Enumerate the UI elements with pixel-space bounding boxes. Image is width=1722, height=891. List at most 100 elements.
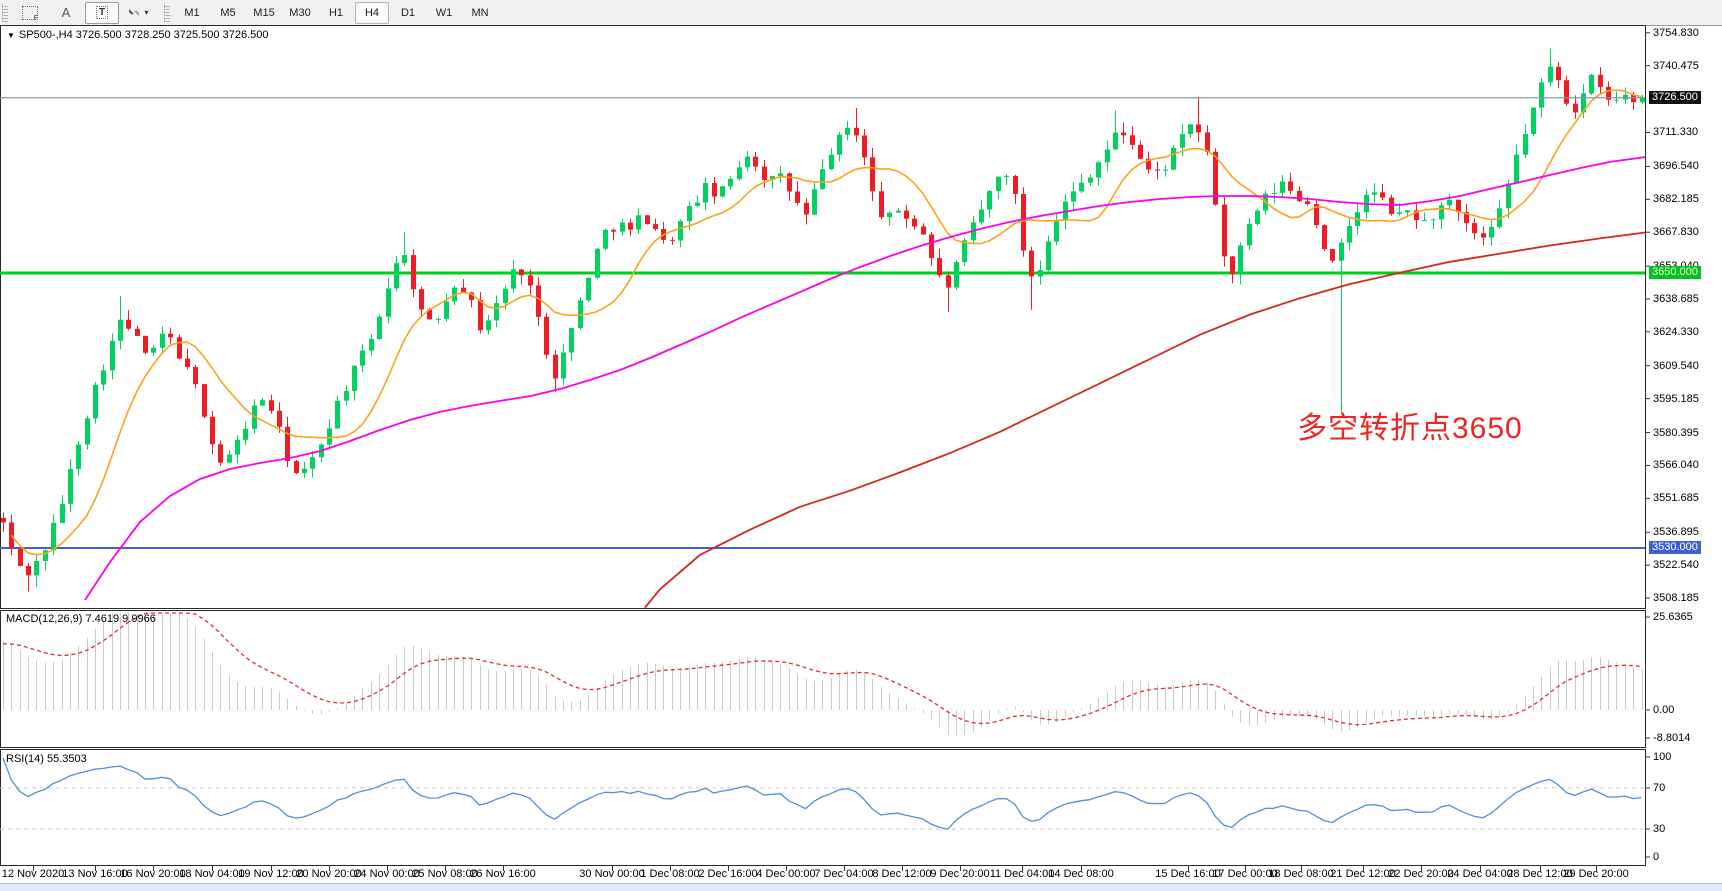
bear-candle	[1314, 204, 1319, 226]
date-tick: 28 Dec 12:00	[1507, 868, 1573, 880]
bull-candle	[737, 167, 742, 179]
bull-candle	[770, 176, 775, 180]
bull-candle	[1614, 99, 1619, 101]
rsi-label: RSI(14) 55.3503	[6, 753, 87, 765]
toolbar-grip[interactable]	[2, 3, 8, 22]
chart-title[interactable]: ▼ SP500-,H4 3726.500 3728.250 3725.500 37…	[7, 29, 268, 41]
bear-candle	[1481, 233, 1486, 238]
bear-candle	[269, 400, 274, 411]
date-tick: 30 Nov 00:00	[579, 868, 645, 880]
bear-candle	[1029, 250, 1034, 277]
chart-dropdown-icon[interactable]: ▼	[7, 31, 15, 40]
bull-candle	[151, 347, 156, 353]
bull-candle	[620, 222, 625, 232]
bull-candle	[1589, 74, 1594, 94]
text-label-icon: T	[95, 6, 109, 19]
bull-candle	[1088, 177, 1093, 183]
bull-candle	[1004, 175, 1009, 177]
arrows-icon	[129, 9, 140, 16]
bear-candle	[519, 269, 524, 276]
date-tick: 26 Nov 16:00	[470, 868, 536, 880]
timeframe-button-m5[interactable]: M5	[220, 6, 236, 19]
bull-candle	[720, 186, 725, 197]
bear-candle	[419, 289, 424, 310]
price-tick: 3522.540	[1653, 559, 1699, 572]
text-tool-button[interactable]: A	[49, 2, 83, 24]
bull-candle	[235, 439, 240, 455]
bear-candle	[461, 287, 466, 293]
bear-candle	[277, 410, 282, 427]
timeframe-button-d1[interactable]: D1	[400, 6, 416, 19]
bear-candle	[670, 239, 675, 241]
bull-candle	[778, 173, 783, 177]
bear-candle	[1414, 210, 1419, 221]
date-tick: 17 Dec 00:00	[1212, 868, 1278, 880]
price-tick: 3638.685	[1653, 292, 1699, 305]
bear-candle	[469, 292, 474, 301]
bull-candle	[1523, 133, 1528, 155]
bear-candle	[1472, 223, 1477, 234]
timeframe-button-h1[interactable]: H1	[328, 6, 344, 19]
price-tick: 3667.830	[1653, 226, 1699, 239]
bear-candle	[879, 191, 884, 218]
bull-candle	[494, 303, 499, 321]
timeframe-button-mn[interactable]: MN	[471, 6, 489, 19]
timeframe-button-m30[interactable]: M30	[289, 6, 311, 19]
bull-candle	[1079, 182, 1084, 192]
bull-candle	[687, 205, 692, 222]
bull-candle	[636, 215, 641, 230]
macd-axis-tick: 25.6365	[1653, 611, 1693, 623]
timeframe-button-m15[interactable]: M15	[253, 6, 275, 19]
bull-candle	[1054, 220, 1059, 242]
price-tick: 3754.830	[1653, 26, 1699, 39]
bull-candle	[444, 301, 449, 319]
date-tick: 14 Dec 08:00	[1048, 868, 1114, 880]
bull-candle	[1339, 242, 1344, 261]
price-tick: 3508.185	[1653, 592, 1699, 604]
fibonacci-tool-button[interactable]: F	[13, 2, 47, 24]
bull-candle	[101, 370, 106, 385]
bear-candle	[912, 218, 917, 227]
bear-candle	[478, 300, 483, 331]
bull-candle	[352, 365, 357, 391]
level-price-tag: 3530.000	[1649, 541, 1701, 554]
shapes-tool-button[interactable]: ▾	[121, 2, 155, 24]
bull-candle	[327, 428, 332, 445]
bull-candle	[503, 288, 508, 304]
bull-candle	[1280, 181, 1285, 193]
timeframe-button-h4[interactable]: H4	[355, 1, 389, 24]
price-tick: 3624.330	[1653, 325, 1699, 338]
chart-annotation[interactable]: 多空转折点3650	[1297, 412, 1523, 445]
price-tick: 3536.895	[1653, 526, 1699, 539]
fibonacci-icon: F	[22, 5, 38, 22]
bear-candle	[1631, 94, 1636, 103]
toolbar-grip-2[interactable]	[164, 3, 170, 22]
timeframe-button-w1[interactable]: W1	[435, 6, 453, 19]
price-tick: 3551.685	[1653, 492, 1699, 505]
price-tick: 3595.185	[1653, 392, 1699, 405]
bull-candle	[603, 229, 608, 249]
timeframe-button-m1[interactable]: M1	[184, 6, 200, 19]
bull-candle	[1113, 132, 1118, 150]
bear-candle	[762, 166, 767, 180]
rsi-axis-tick: 0	[1653, 851, 1660, 863]
bull-candle	[595, 248, 600, 278]
bull-candle	[1431, 219, 1436, 221]
bull-candle	[302, 468, 307, 474]
text-label-tool-button[interactable]: T	[85, 1, 119, 24]
chevron-down-icon: ▾	[144, 8, 149, 17]
bull-candle	[1539, 82, 1544, 108]
bear-candle	[1230, 256, 1235, 275]
price-tick: 3696.540	[1653, 160, 1699, 173]
bear-candle	[1196, 124, 1201, 133]
bull-candle	[569, 327, 574, 353]
bear-candle	[544, 316, 549, 355]
date-tick: 4 Dec 00:00	[756, 868, 816, 880]
bear-candle	[1155, 169, 1160, 171]
bull-candle	[1247, 223, 1252, 246]
bear-candle	[168, 333, 173, 338]
bear-candle	[1380, 192, 1385, 198]
bear-candle	[1564, 80, 1569, 104]
bull-candle	[987, 191, 992, 210]
